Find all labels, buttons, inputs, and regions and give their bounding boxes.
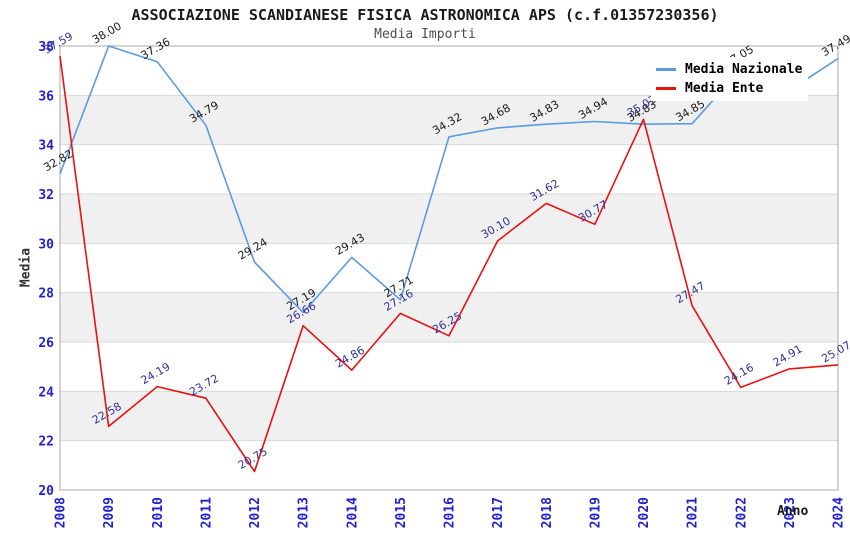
x-tick-label: 2017 <box>491 497 506 528</box>
x-tick-label: 2009 <box>102 497 117 528</box>
legend-label: Media Ente <box>685 81 764 97</box>
legend-item-media-nazionale: Media Nazionale <box>651 62 808 77</box>
x-tick-label: 2022 <box>734 497 749 528</box>
legend: Media Nazionale Media Ente <box>651 57 808 101</box>
x-tick-label: 2018 <box>540 497 555 528</box>
chart-title: ASSOCIAZIONE SCANDIANESE FISICA ASTRONOM… <box>131 6 719 24</box>
series-line-media-ente <box>59 55 839 473</box>
plot-band <box>60 391 838 441</box>
y-tick-label: 30 <box>38 237 54 252</box>
legend-label: Media Nazionale <box>685 61 803 77</box>
plot-border <box>59 45 839 491</box>
x-axis-title: Anno <box>777 504 809 519</box>
y-tick-label: 36 <box>38 89 54 104</box>
data-label: 37.49 <box>819 32 850 59</box>
chart-subtitle: Media Importi <box>374 27 476 42</box>
x-tick-label: 2014 <box>345 497 360 528</box>
data-label: 37.36 <box>139 35 173 62</box>
x-tick-label: 2015 <box>394 497 409 528</box>
y-axis-title: Media <box>18 247 34 288</box>
series-line-media-nazionale <box>59 45 839 314</box>
y-tick-label: 22 <box>38 435 54 450</box>
x-tick-label: 2008 <box>54 497 69 528</box>
x-tick-label: 2024 <box>832 497 847 528</box>
legend-item-media-ente: Media Ente <box>651 81 808 96</box>
y-tick-label: 32 <box>38 188 54 203</box>
y-tick-label: 24 <box>38 385 54 400</box>
x-tick-label: 2020 <box>637 497 652 528</box>
data-label: 24.19 <box>139 360 173 387</box>
x-tick-label: 2012 <box>248 497 263 528</box>
x-tick-label: 2013 <box>297 497 312 528</box>
y-tick-label: 28 <box>38 287 54 302</box>
x-tick-label: 2010 <box>151 497 166 528</box>
x-tick-label: 2019 <box>588 497 603 528</box>
data-label: 24.91 <box>771 342 805 369</box>
data-label: 24.86 <box>333 344 367 371</box>
y-tick-label: 34 <box>38 139 54 154</box>
x-tick-label: 2021 <box>686 497 701 528</box>
data-label: 37.59 <box>41 30 75 57</box>
x-tick-label: 2011 <box>199 497 214 528</box>
x-tick-label: 2023 <box>783 497 798 528</box>
y-tick-label: 38 <box>38 40 54 55</box>
y-tick-label: 20 <box>38 484 54 499</box>
data-label: 38.00 <box>90 19 124 46</box>
y-tick-label: 26 <box>38 336 54 351</box>
x-tick-label: 2016 <box>443 497 458 528</box>
legend-swatch-media-nazionale <box>656 67 676 71</box>
legend-swatch-media-ente <box>656 87 676 91</box>
plot-band <box>60 194 838 244</box>
